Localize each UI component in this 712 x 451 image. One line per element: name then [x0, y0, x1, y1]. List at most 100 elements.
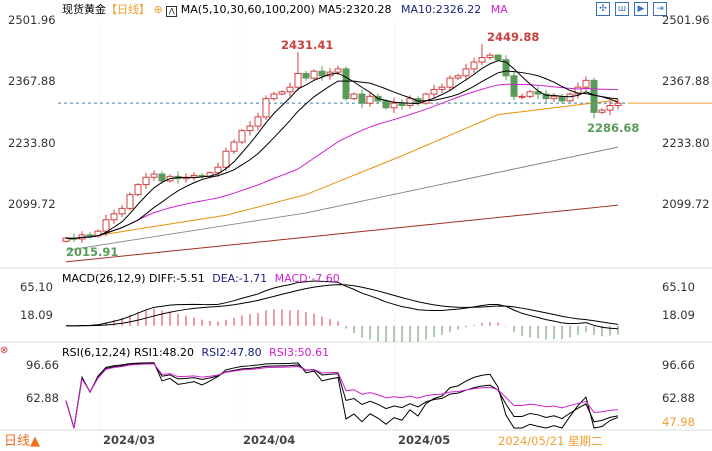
rsi-label: RSI(6,12,24)	[62, 346, 131, 359]
rsi-current-value: 47.98	[662, 415, 695, 429]
macd-header: MACD(26,12,9) DIFF:-5.51 DEA:-1.71 MACD:…	[62, 272, 340, 285]
candle-down	[358, 93, 366, 104]
candle-up	[550, 95, 558, 100]
candle-up	[422, 93, 430, 104]
candle-down	[590, 79, 598, 113]
ma5-line	[65, 60, 619, 240]
candle-up	[102, 219, 110, 232]
macd-tick: 65.10	[20, 280, 53, 294]
candle-up	[606, 104, 614, 111]
candle-up	[478, 56, 486, 63]
candle-up	[390, 102, 398, 109]
rsi3-value: RSI3:50.61	[269, 346, 330, 359]
ma100-line	[65, 146, 619, 251]
candle-up	[222, 150, 230, 168]
price-tick-right: 2099.72	[662, 197, 710, 211]
candle-down	[398, 102, 406, 106]
month-label: 2024/05	[398, 433, 451, 447]
candle-down	[158, 173, 166, 182]
ma5-value: MA5:2320.28	[318, 3, 392, 16]
chart-type-icon[interactable]: ш	[615, 2, 629, 16]
price-tick-left: 2099.72	[8, 197, 56, 211]
cursor-date-label: 2024/05/21 星期二	[496, 433, 605, 449]
candle-down	[542, 93, 550, 100]
candle-up	[526, 91, 534, 97]
candle-down	[510, 75, 518, 97]
exit-icon[interactable]: ⇥	[653, 2, 667, 16]
candle-up	[118, 207, 126, 215]
candle-up	[446, 77, 454, 88]
ma60-line	[65, 99, 619, 241]
price-tick-left: 2501.96	[8, 13, 56, 27]
candle-up	[366, 95, 374, 104]
add-indicator-icon[interactable]: ⊕	[153, 3, 163, 16]
low-annotation: 2015.91	[66, 245, 119, 259]
month-label: 2024/04	[243, 433, 296, 447]
candle-down	[382, 100, 390, 109]
candle-up	[150, 173, 158, 178]
candle-up	[430, 88, 438, 95]
candle-up	[350, 93, 358, 100]
ma-settings-icon[interactable]: ⋀	[166, 6, 178, 17]
play-icon[interactable]: ▶	[634, 2, 648, 16]
rsi-tick: 96.66	[26, 358, 59, 372]
crosshair-icon[interactable]: ✣	[596, 2, 610, 16]
candle-up	[486, 54, 494, 58]
candle-down	[318, 70, 326, 77]
price-tick-left: 2367.88	[8, 74, 56, 88]
ma-more-value: MA	[490, 3, 508, 16]
rsi1-value: RSI1:48.20	[133, 346, 195, 359]
candle-up	[262, 98, 270, 118]
price-tick-right: 2367.88	[662, 74, 710, 88]
chart-header: 现货黄金【日线】 ⊕ ⋀ MA(5,10,30,60,100,200) MA5:…	[62, 3, 508, 17]
macd-value: MACD:-7.60	[274, 272, 340, 285]
period-button[interactable]: 日线▲	[4, 434, 40, 449]
ma10-line	[65, 70, 619, 240]
price-tick-left: 2233.80	[8, 136, 56, 150]
candle-up	[470, 61, 478, 70]
candle-up	[246, 125, 254, 132]
candle-down	[86, 234, 94, 237]
low-annotation: 2286.68	[587, 121, 640, 135]
ma10-value: MA10:2326.22	[401, 3, 482, 16]
symbol-name: 现货黄金	[62, 3, 106, 16]
candle-up	[614, 102, 622, 106]
panel-settings-icon[interactable]: ⊗	[0, 345, 9, 356]
rsi-header: RSI(6,12,24) RSI1:48.20 RSI2:47.80 RSI3:…	[62, 346, 329, 359]
macd-diff: DIFF:-5.51	[149, 272, 205, 285]
rsi3-line	[65, 363, 619, 429]
candle-up	[134, 184, 142, 196]
candle-up	[574, 86, 582, 95]
ma30-line	[65, 83, 619, 240]
candle-up	[214, 166, 222, 174]
month-label: 2024/03	[103, 433, 156, 447]
candle-up	[310, 70, 318, 79]
candle-up	[142, 176, 150, 186]
candle-up	[294, 72, 302, 88]
macd-dea-line	[65, 284, 619, 327]
candle-up	[110, 213, 118, 221]
candle-up	[582, 79, 590, 88]
high-annotation: 2449.88	[487, 30, 540, 44]
macd-tick: 65.10	[662, 280, 695, 294]
candle-up	[286, 86, 294, 93]
candle-down	[494, 54, 502, 61]
macd-label: MACD(26,12,9)	[62, 272, 146, 285]
candle-up	[126, 194, 134, 209]
macd-tick: 18.09	[662, 308, 695, 322]
candle-up	[230, 141, 238, 152]
candle-up	[270, 93, 278, 100]
rsi2-value: RSI2:47.80	[201, 346, 262, 359]
candle-up	[334, 68, 342, 73]
candle-up	[406, 98, 414, 106]
rsi-tick: 62.88	[26, 391, 59, 405]
rsi1-line	[65, 362, 619, 429]
rsi-tick: 62.88	[662, 391, 695, 405]
macd-dea: DEA:-1.71	[212, 272, 268, 285]
candle-down	[558, 95, 566, 102]
high-annotation: 2431.41	[281, 38, 334, 52]
period-label[interactable]: 【日线】	[106, 3, 150, 16]
candle-up	[238, 130, 246, 143]
